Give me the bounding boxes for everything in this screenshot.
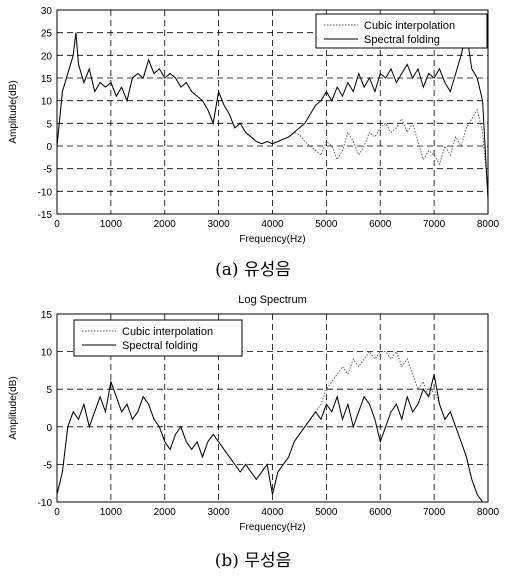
legend-entry: Spectral folding	[364, 34, 440, 46]
chart-title: Log Spectrum	[238, 294, 306, 306]
y-tick-label: 25	[41, 29, 53, 40]
x-tick-label: 4000	[261, 219, 284, 230]
y-tick-label: 10	[41, 97, 53, 108]
x-tick-label: 4000	[261, 507, 284, 518]
y-tick-label: -15	[38, 210, 53, 221]
x-tick-label: 3000	[208, 219, 231, 230]
x-tick-label: 6000	[369, 219, 392, 230]
y-axis-label: Amplitude(dB)	[8, 376, 19, 439]
y-tick-label: -5	[43, 165, 52, 176]
x-tick-label: 1000	[100, 219, 123, 230]
y-tick-label: 0	[46, 142, 52, 153]
x-tick-label: 1000	[100, 507, 123, 518]
x-tick-label: 3000	[208, 507, 231, 518]
series-line-spectral-folding	[56, 374, 484, 503]
x-tick-label: 5000	[315, 507, 338, 518]
x-tick-label: 0	[54, 219, 60, 230]
y-tick-label: 20	[41, 51, 53, 62]
y-tick-label: 5	[46, 119, 52, 130]
x-tick-label: 5000	[315, 219, 338, 230]
x-tick-label: 0	[54, 507, 60, 518]
y-tick-label: 15	[41, 74, 53, 85]
y-tick-label: 0	[46, 423, 52, 434]
y-tick-label: 30	[41, 6, 53, 17]
x-tick-label: 2000	[154, 507, 177, 518]
figure-caption: (b) 무성음	[215, 551, 291, 571]
figure-caption: (a) 유성음	[215, 260, 291, 280]
x-tick-label: 8000	[477, 219, 500, 230]
x-tick-label: 7000	[423, 219, 446, 230]
x-axis-label: Frequency(Hz)	[239, 234, 305, 245]
legend-entry: Cubic interpolation	[364, 20, 455, 32]
y-axis-label: Amplitude(dB)	[8, 80, 19, 143]
y-tick-label: 15	[41, 310, 53, 321]
x-tick-label: 7000	[423, 507, 446, 518]
x-tick-label: 6000	[369, 507, 392, 518]
series-line-spectral-folding	[56, 32, 489, 201]
y-tick-label: 10	[41, 348, 53, 359]
legend-entry: Spectral folding	[122, 340, 198, 352]
y-tick-label: -5	[43, 460, 52, 471]
legend-entry: Cubic interpolation	[122, 326, 213, 338]
y-tick-label: -10	[38, 498, 53, 509]
chart-panel-b: 0 1000 2000 3000 4000 5000 6000 7000 8000 -10 -5 0 5…	[8, 294, 500, 571]
x-tick-label: 2000	[154, 219, 177, 230]
y-tick-label: -10	[38, 187, 53, 198]
legend-box	[73, 319, 243, 357]
x-tick-label: 8000	[477, 507, 500, 518]
y-tick-label: 5	[46, 385, 52, 396]
legend-box	[315, 13, 488, 49]
chart-panel-a: 0 1000 2000 3000 4000 5000 6000 7000 8000 -15 -10 -…	[8, 6, 500, 280]
x-axis-label: Frequency(Hz)	[239, 522, 305, 533]
